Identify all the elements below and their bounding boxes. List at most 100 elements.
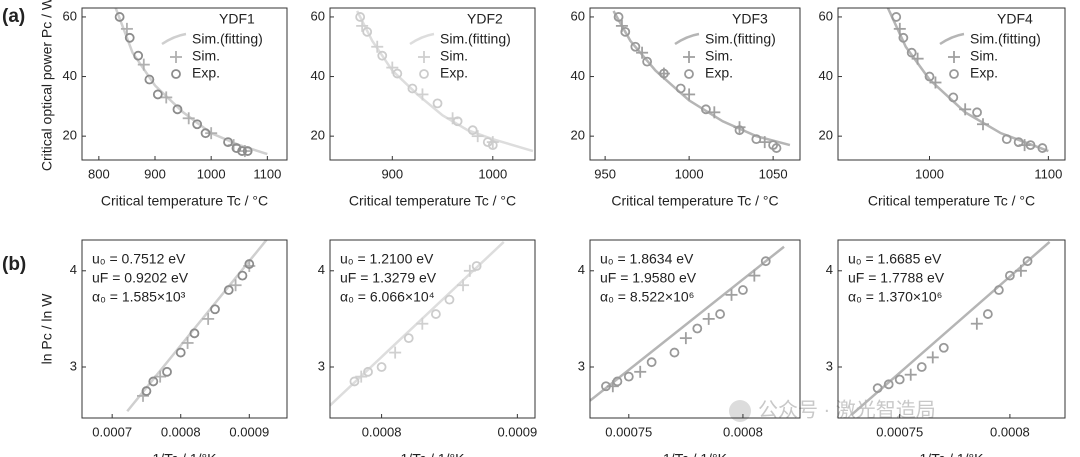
fit-line: [886, 8, 1049, 153]
plus-marker: [636, 46, 649, 59]
plus-marker: [634, 365, 647, 378]
exp-point: [1013, 137, 1024, 148]
x-axis-label: Critical temperature Tc / °C: [611, 193, 778, 209]
plus-marker: [202, 312, 215, 325]
legend-swatch: [684, 69, 694, 79]
exp-point: [189, 328, 200, 339]
legend-label: Sim.(fitting): [440, 31, 511, 47]
plus-marker: [463, 264, 476, 277]
plot-frame: [329, 7, 536, 161]
legend-swatch: [948, 51, 960, 63]
x-tick-label: 1000: [675, 166, 704, 181]
y-tick-label: 3: [578, 358, 585, 373]
annotation: YDF1: [219, 11, 255, 27]
x-axis-label: Critical temperature Tc / °C: [868, 193, 1035, 209]
plus-marker: [926, 351, 939, 364]
exp-point: [601, 381, 611, 392]
x-tick-label: 0.0009: [229, 424, 269, 439]
plot-area: [114, 8, 268, 158]
exp-point: [452, 116, 463, 127]
plus-marker: [446, 112, 459, 125]
exp-point: [891, 12, 902, 22]
plot-area: [590, 245, 785, 402]
annotation: uF = 1.9580 eV: [600, 270, 697, 286]
x-tick-label: 0.0008: [990, 424, 1030, 439]
exp-point: [471, 261, 482, 271]
y-tick-label: 4: [70, 262, 77, 277]
y-tick-label: 3: [318, 358, 325, 373]
exp-point: [898, 32, 909, 43]
plot-frame: [837, 7, 1066, 161]
legend-label: Sim.(fitting): [705, 31, 776, 47]
exp-point: [715, 309, 726, 319]
plus-marker: [911, 52, 924, 65]
legend-swatch: [161, 32, 187, 46]
legend-label: Exp.: [192, 65, 220, 81]
annotation: YDF3: [732, 11, 768, 27]
exp-point: [223, 285, 234, 295]
y-tick-label: 4: [578, 262, 585, 277]
plus-marker: [679, 332, 692, 345]
exp-point: [738, 285, 748, 295]
y-tick-label: 40: [819, 68, 833, 83]
x-tick-label: 0.0008: [362, 424, 402, 439]
exp-point: [223, 137, 233, 148]
exp-point: [244, 259, 255, 269]
y-axis-label: ln Pc / ln W: [39, 293, 55, 365]
x-tick-label: 900: [381, 166, 403, 181]
exp-point: [993, 285, 1004, 295]
exp-point: [362, 26, 373, 37]
exp-point: [982, 309, 993, 319]
exp-point: [692, 323, 703, 334]
y-tick-label: 60: [63, 8, 77, 23]
plus-marker: [748, 269, 761, 282]
legend-swatch: [409, 32, 435, 46]
plus-marker: [959, 103, 972, 116]
exp-point: [242, 146, 253, 156]
plot-frame: [81, 7, 288, 161]
exp-point: [659, 68, 669, 79]
exp-point: [377, 50, 388, 61]
exp-point: [612, 376, 623, 387]
plus-marker: [708, 106, 721, 119]
exp-point: [620, 26, 631, 37]
exp-point: [124, 32, 135, 43]
exp-point: [363, 366, 373, 377]
fit-line: [126, 240, 268, 413]
annotation: uF = 1.7788 eV: [848, 270, 945, 286]
fit-line: [590, 245, 785, 402]
x-tick-label: 0.0007: [92, 424, 132, 439]
exp-point: [407, 83, 418, 94]
plus-marker: [683, 88, 696, 101]
x-tick-label: 1100: [253, 166, 281, 181]
plus-marker: [181, 336, 194, 349]
x-tick-label: 0.0008: [161, 424, 201, 439]
y-tick-label: 4: [826, 262, 833, 277]
plus-marker: [371, 40, 384, 53]
x-tick-label: 0.0008: [723, 424, 763, 439]
legend-swatch: [683, 51, 695, 63]
plus-marker: [355, 370, 368, 383]
x-tick-label: 1000: [478, 166, 507, 181]
annotation: uF = 0.9202 eV: [92, 270, 189, 286]
exp-point: [1037, 143, 1048, 153]
y-tick-label: 3: [70, 358, 77, 373]
annotation: α₀ = 8.522×10⁶: [600, 289, 694, 305]
x-tick-label: 1100: [1034, 166, 1062, 181]
x-axis-label: 1/Tc / 1/°K: [920, 451, 985, 457]
exp-point: [701, 104, 711, 115]
exp-point: [1022, 256, 1033, 267]
watermark: 公众号 · 激光智造局: [758, 398, 936, 421]
annotation: α₀ = 6.066×10⁴: [340, 289, 435, 305]
x-tick-label: 0.00075: [605, 424, 652, 439]
annotation: YDF2: [467, 11, 503, 27]
exp-point: [432, 98, 443, 109]
x-axis-label: Critical temperature Tc / °C: [349, 193, 516, 209]
plus-marker: [970, 317, 983, 330]
y-axis-label: Critical optical power Pc / W: [39, 0, 55, 171]
exp-point: [467, 125, 478, 136]
exp-point: [872, 383, 883, 394]
plus-marker: [457, 279, 470, 292]
panel-label: (a): [2, 6, 25, 27]
annotation: YDF4: [997, 11, 1033, 27]
